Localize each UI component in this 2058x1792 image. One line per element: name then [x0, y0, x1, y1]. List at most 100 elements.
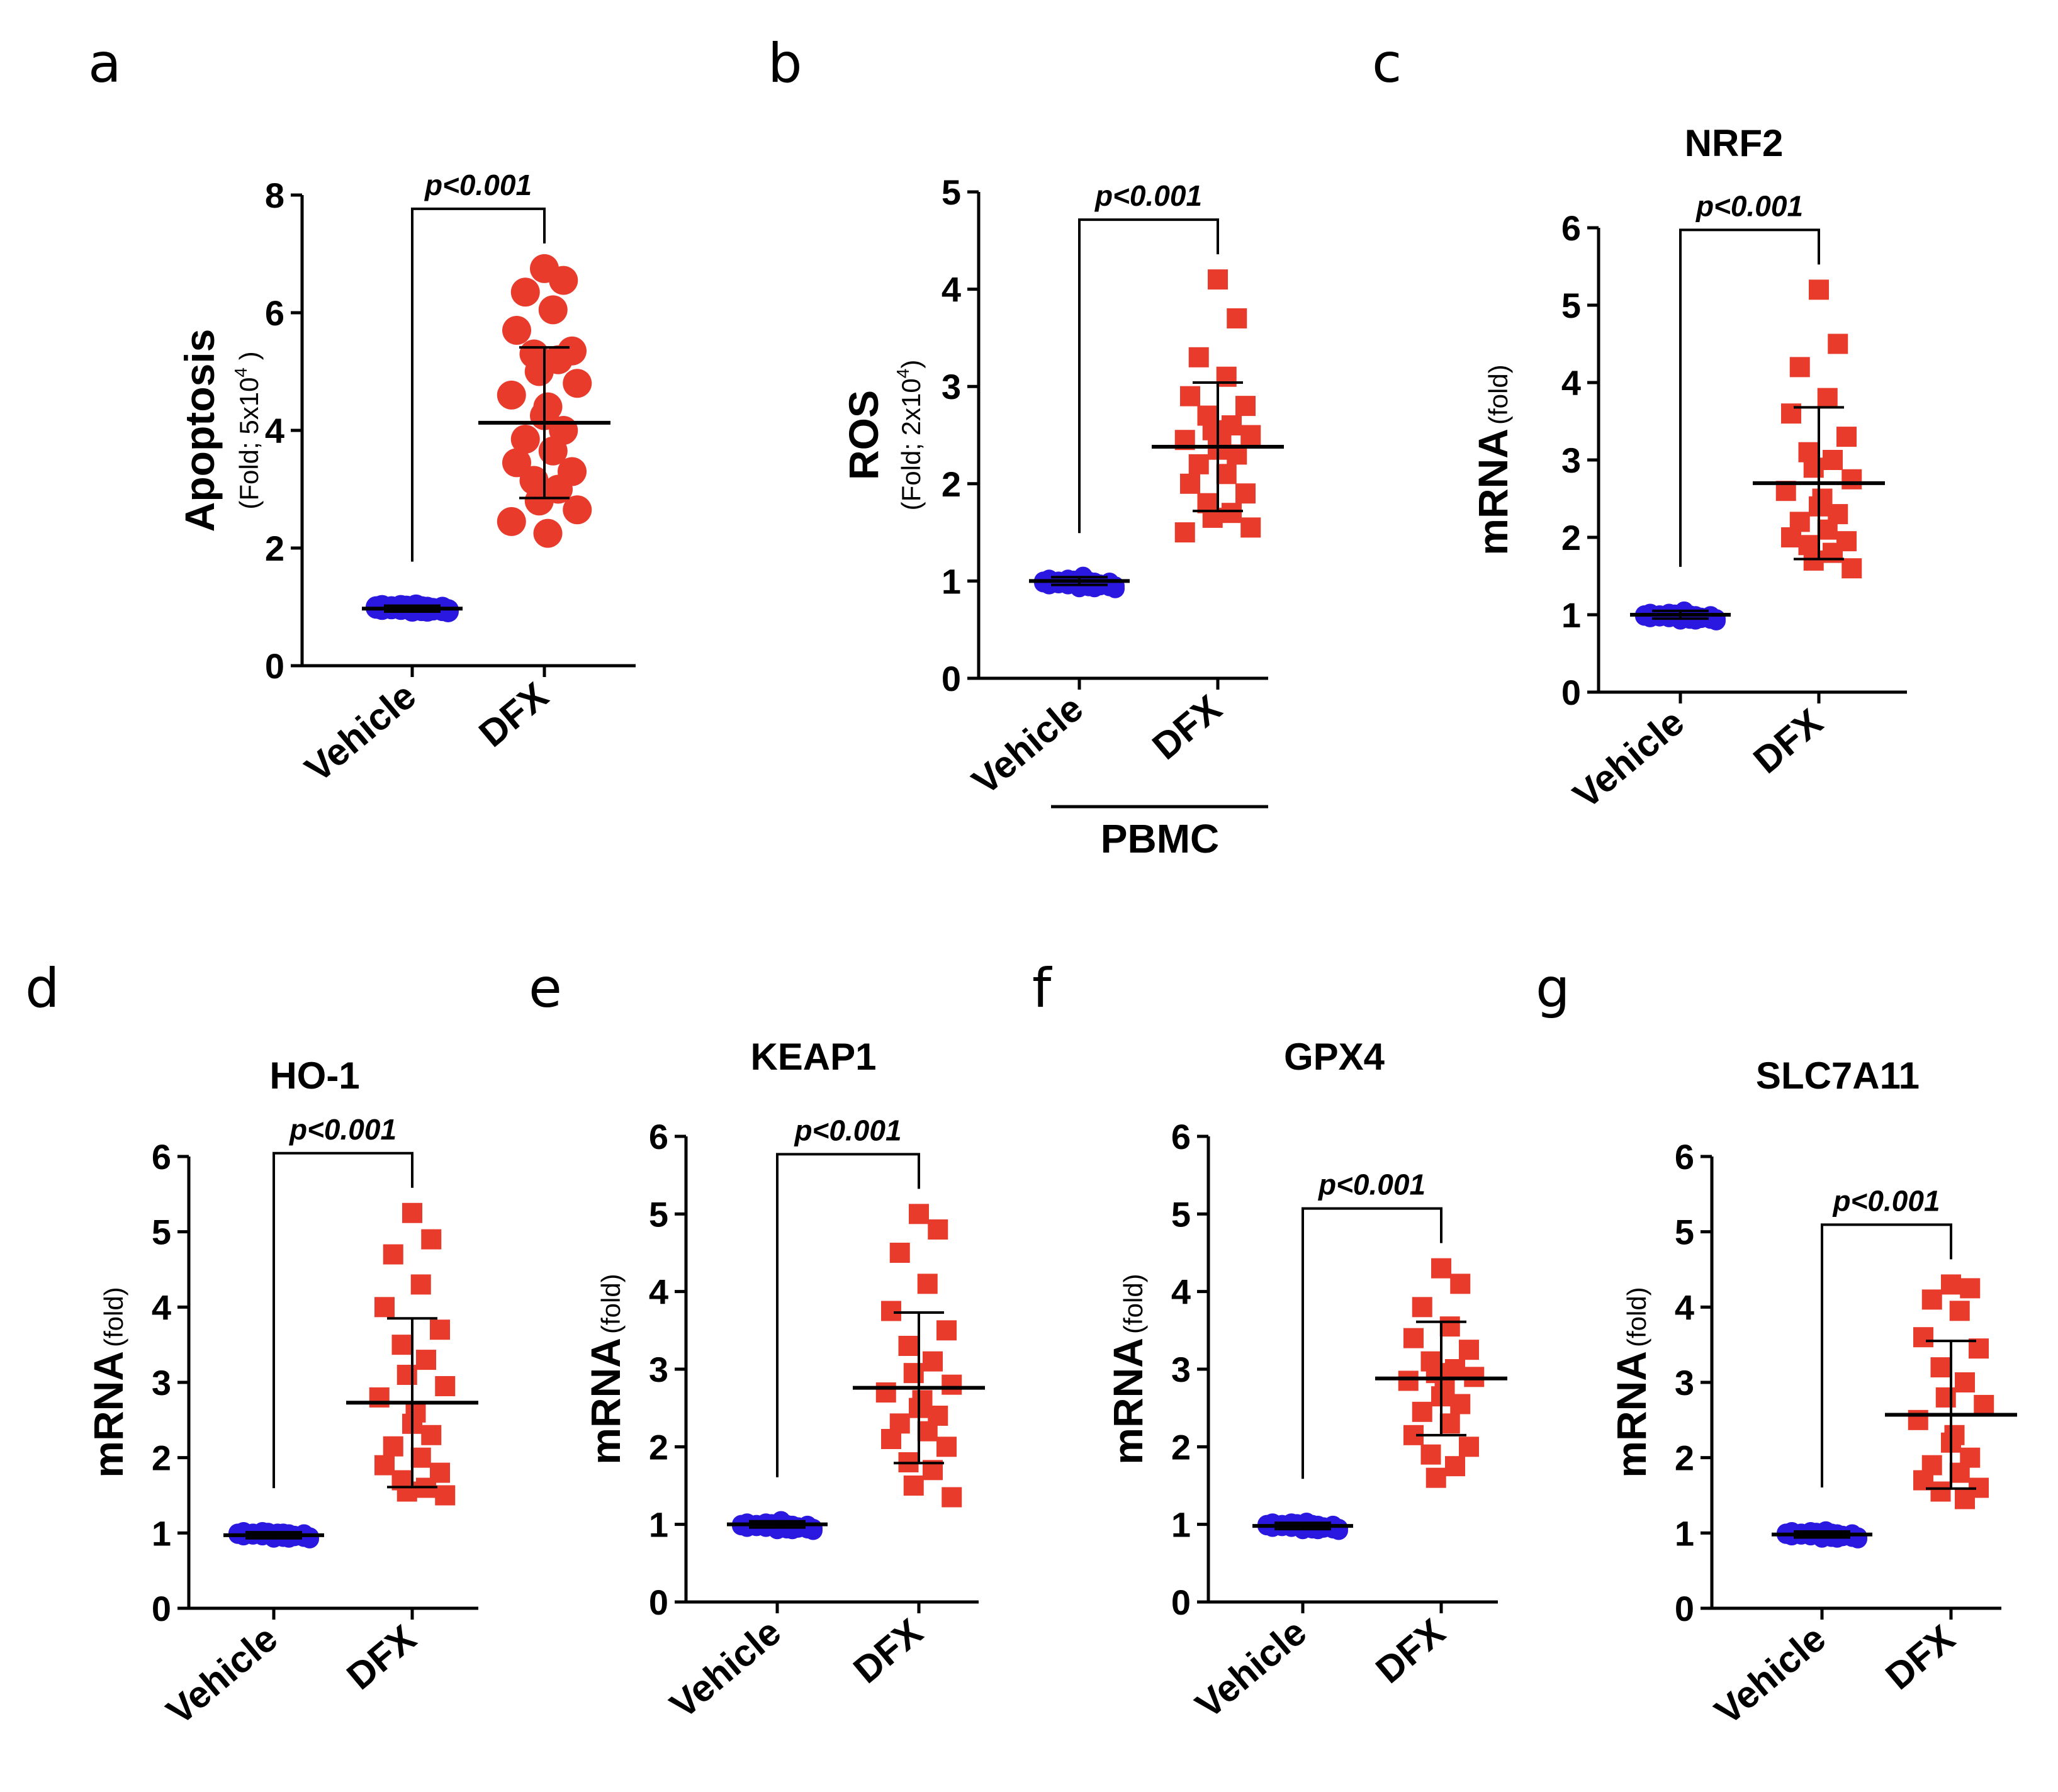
data-point	[510, 277, 540, 307]
data-point	[1222, 503, 1242, 524]
data-point	[1208, 269, 1228, 290]
data-point	[942, 1487, 962, 1508]
data-point	[1403, 1328, 1424, 1348]
y-tick-label: 4	[265, 411, 284, 451]
data-point	[421, 1229, 442, 1250]
data-point	[421, 1425, 442, 1445]
p-value-label: p<0.001	[424, 169, 532, 201]
significance-bracket	[1679, 228, 1820, 567]
data-point	[1235, 396, 1256, 417]
data-point	[563, 369, 592, 398]
panel-b: b 0 1 2 3 4 5 Vehicle DFX ROS (Fold; 2x104) p<0.001…	[768, 32, 1284, 861]
x-category-label: DFX	[339, 1617, 424, 1698]
data-point	[1445, 1359, 1465, 1379]
y-tick-label: 0	[649, 1582, 668, 1622]
data-point	[1955, 1372, 1975, 1392]
data-point	[383, 1244, 403, 1265]
y-tick-label: 6	[1675, 1137, 1694, 1177]
data-point	[538, 436, 568, 466]
data-point	[1445, 1456, 1465, 1477]
panel-e: e KEAP1 0 1 2 3 4 5 6 Vehicle DFX mRNA(fold) p<0.001	[529, 957, 985, 1727]
x-category-label: Vehicle	[297, 675, 424, 790]
series-dfx	[369, 1202, 456, 1506]
y-tick-label: 5	[1171, 1194, 1191, 1234]
data-point	[1809, 279, 1829, 300]
data-point	[524, 486, 554, 516]
data-point	[1240, 517, 1261, 538]
data-point	[936, 1320, 957, 1341]
data-point	[804, 1518, 823, 1538]
significance-bracket	[1078, 218, 1219, 534]
y-tick-label: 5	[152, 1212, 171, 1252]
p-value-label: p<0.001	[1094, 179, 1202, 212]
data-point	[410, 1447, 431, 1468]
data-point	[396, 1365, 417, 1386]
data-point	[909, 1204, 929, 1224]
panel-letter-a: a	[88, 32, 121, 95]
data-point	[1450, 1394, 1471, 1414]
panel-f: f GPX4 0 1 2 3 4 5 6 Vehicle DFX mRNA(fold) p<0.001	[1032, 957, 1507, 1727]
data-point	[1450, 1274, 1471, 1294]
data-point	[1842, 558, 1862, 579]
y-axis-label: ROS	[840, 390, 887, 480]
y-tick-label: 0	[1171, 1582, 1191, 1622]
data-point	[928, 1219, 948, 1240]
data-point	[1789, 357, 1810, 378]
panel-letter-d: d	[25, 957, 60, 1020]
y-tick-label: 2	[1561, 518, 1581, 557]
panel-g: g SLC7A11 0 1 2 3 4 5 6 Vehicle DFX mRNA(fold) p<0.0…	[1536, 957, 2017, 1733]
data-point	[435, 1375, 456, 1396]
y-tick-label: 5	[1561, 286, 1581, 325]
p-value-label: p<0.001	[288, 1113, 396, 1146]
data-point	[1930, 1481, 1951, 1502]
y-tick-label: 0	[1561, 673, 1581, 712]
data-point	[228, 1523, 247, 1543]
data-point	[416, 1350, 436, 1370]
data-point	[402, 1202, 422, 1223]
data-point	[383, 1436, 403, 1457]
y-tick-label: 6	[1171, 1117, 1191, 1156]
data-point	[502, 316, 531, 345]
data-point	[563, 495, 592, 525]
y-tick-label: 2	[942, 464, 961, 504]
y-tick-label: 8	[265, 176, 284, 215]
data-point	[917, 1421, 938, 1442]
significance-bracket	[273, 1151, 413, 1489]
y-tick-label: 3	[1561, 440, 1581, 480]
y-axis-label: mRNA(fold)	[1105, 1274, 1151, 1464]
y-tick-label: 2	[1675, 1438, 1694, 1478]
data-point	[410, 1274, 431, 1295]
y-axis-sublabel: (Fold; 5x104 )	[231, 351, 264, 509]
y-tick-label: 6	[265, 293, 284, 333]
y-tick-label: 2	[152, 1438, 171, 1478]
data-point	[936, 1436, 957, 1457]
data-point	[549, 266, 578, 295]
y-tick-label: 1	[1171, 1505, 1191, 1545]
data-point	[1425, 1467, 1446, 1488]
data-point	[497, 507, 526, 536]
y-tick-label: 5	[649, 1194, 668, 1234]
data-point	[1803, 550, 1824, 571]
x-category-label: Vehicle	[159, 1617, 285, 1733]
data-point	[1817, 388, 1838, 408]
data-point	[1240, 425, 1261, 445]
y-axis-label: mRNA(fold)	[582, 1274, 629, 1464]
x-category-label: Vehicle	[1188, 1611, 1314, 1727]
p-value-label: p<0.001	[1317, 1168, 1425, 1201]
data-point	[881, 1429, 901, 1449]
data-point	[903, 1363, 924, 1384]
data-point	[1398, 1370, 1419, 1391]
y-tick-label: 0	[942, 659, 961, 698]
x-category-label: DFX	[845, 1611, 930, 1691]
y-tick-label: 6	[152, 1137, 171, 1177]
data-point	[430, 1319, 450, 1340]
y-axis-sublabel: (Fold; 2x104)	[893, 360, 926, 511]
y-tick-label: 4	[942, 270, 961, 310]
data-point	[1188, 347, 1209, 367]
data-point	[1930, 1357, 1951, 1378]
data-point	[903, 1476, 924, 1496]
data-point	[1459, 1340, 1479, 1360]
series-dfx	[1908, 1274, 1994, 1509]
data-point	[923, 1351, 943, 1372]
data-point	[497, 380, 526, 410]
